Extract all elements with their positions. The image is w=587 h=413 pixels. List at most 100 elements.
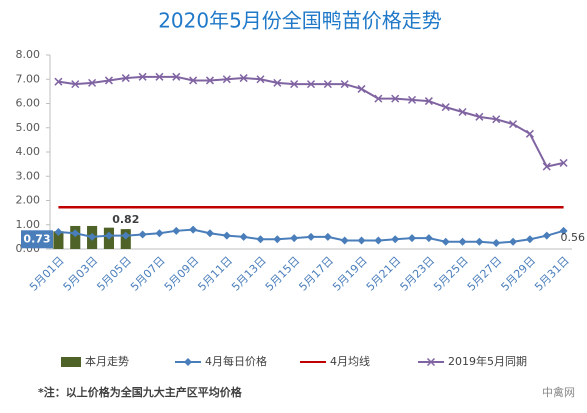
marker bbox=[88, 78, 97, 87]
marker bbox=[458, 237, 467, 246]
marker bbox=[189, 225, 198, 234]
marker bbox=[189, 76, 198, 85]
series-layer bbox=[53, 72, 568, 249]
x-tick-label: 5月01日 bbox=[27, 254, 67, 294]
marker bbox=[323, 232, 332, 241]
marker bbox=[374, 236, 383, 245]
x-tick-label: 5月31日 bbox=[532, 254, 572, 294]
marker bbox=[559, 158, 568, 167]
y-tick-label: 7.00 bbox=[16, 72, 41, 85]
marker bbox=[340, 236, 349, 245]
data-label: 0.82 bbox=[112, 213, 139, 226]
legend-label: 4月均线 bbox=[330, 354, 370, 368]
x-tick-label: 5月25日 bbox=[431, 254, 471, 294]
legend-label: 4月每日价格 bbox=[205, 354, 267, 368]
marker bbox=[121, 231, 130, 240]
y-tick-label: 1.00 bbox=[16, 218, 41, 231]
line bbox=[58, 75, 564, 168]
marker bbox=[441, 103, 450, 112]
marker bbox=[559, 226, 568, 235]
marker bbox=[509, 120, 518, 129]
marker bbox=[357, 84, 366, 93]
marker bbox=[492, 115, 501, 124]
marker bbox=[424, 97, 433, 106]
x-tick-label: 5月07日 bbox=[128, 254, 168, 294]
y-tick-label: 8.00 bbox=[16, 48, 41, 61]
marker bbox=[239, 74, 248, 83]
annotation: 0.56 bbox=[561, 231, 586, 244]
footnote: *注：以上价格为全国九大主产区平均价格 bbox=[38, 385, 243, 399]
marker bbox=[104, 76, 113, 85]
marker bbox=[290, 234, 299, 243]
marker bbox=[307, 232, 315, 241]
marker bbox=[104, 231, 113, 240]
x-tick-label: 5月11日 bbox=[195, 254, 235, 294]
y-tick-label: 2.00 bbox=[16, 194, 41, 207]
marker bbox=[391, 235, 400, 244]
marker bbox=[256, 75, 265, 84]
marker bbox=[542, 162, 551, 171]
marker bbox=[475, 237, 484, 246]
legend-label: 2019年5月同期 bbox=[448, 354, 527, 368]
marker bbox=[71, 80, 80, 89]
marker bbox=[54, 77, 63, 86]
x-tick-label: 5月13日 bbox=[229, 254, 269, 294]
x-tick-label: 5月17日 bbox=[296, 254, 336, 294]
marker bbox=[222, 231, 231, 240]
x-tick-label: 5月19日 bbox=[330, 254, 370, 294]
marker bbox=[290, 80, 299, 89]
marker bbox=[441, 237, 450, 246]
watermark: 中禽网 bbox=[542, 385, 575, 399]
marker bbox=[542, 231, 551, 240]
marker bbox=[155, 229, 164, 238]
x-tick-label: 5月29日 bbox=[499, 254, 539, 294]
marker bbox=[138, 72, 147, 81]
marker bbox=[340, 80, 349, 89]
marker bbox=[88, 232, 97, 241]
marker bbox=[357, 236, 366, 245]
marker bbox=[458, 107, 467, 117]
x-tick-label: 5月09日 bbox=[162, 254, 202, 294]
legend-marker bbox=[184, 358, 192, 366]
marker bbox=[273, 235, 282, 244]
y-tick-label: 3.00 bbox=[16, 169, 41, 182]
marker bbox=[408, 95, 417, 104]
chart-title: 2020年5月份全国鸭苗价格走势 bbox=[158, 9, 442, 33]
legend-label: 本月走势 bbox=[85, 354, 129, 368]
x-tick-label: 5月05日 bbox=[94, 254, 134, 294]
x-tick-label: 5月03日 bbox=[61, 254, 101, 294]
marker bbox=[323, 80, 332, 89]
marker bbox=[374, 94, 383, 103]
marker bbox=[424, 234, 433, 243]
marker bbox=[222, 75, 231, 84]
x-tick-label: 5月15日 bbox=[263, 254, 303, 294]
y-tick-label: 5.00 bbox=[16, 121, 41, 134]
legend-marker bbox=[426, 357, 436, 367]
marker bbox=[391, 94, 400, 103]
marker bbox=[408, 234, 417, 243]
bar bbox=[70, 225, 81, 249]
marker bbox=[525, 129, 534, 138]
marker bbox=[155, 72, 164, 81]
legend-swatch bbox=[61, 357, 81, 367]
marker bbox=[54, 228, 63, 237]
x-tick-label: 5月27日 bbox=[465, 254, 505, 294]
x-tick-label: 5月21日 bbox=[364, 254, 404, 294]
marker bbox=[172, 72, 181, 81]
marker bbox=[138, 230, 147, 239]
y-tick-label: 6.00 bbox=[16, 97, 41, 110]
marker bbox=[475, 112, 484, 121]
marker bbox=[273, 78, 282, 87]
marker bbox=[239, 232, 248, 241]
marker bbox=[172, 226, 181, 235]
marker bbox=[509, 237, 518, 246]
marker bbox=[205, 229, 214, 238]
label-box bbox=[21, 230, 53, 249]
data-label: 0.73 bbox=[23, 232, 50, 245]
y-tick-label: 4.00 bbox=[16, 145, 41, 158]
marker bbox=[205, 76, 214, 85]
marker bbox=[71, 229, 80, 238]
marker bbox=[492, 238, 501, 247]
marker bbox=[256, 235, 265, 244]
